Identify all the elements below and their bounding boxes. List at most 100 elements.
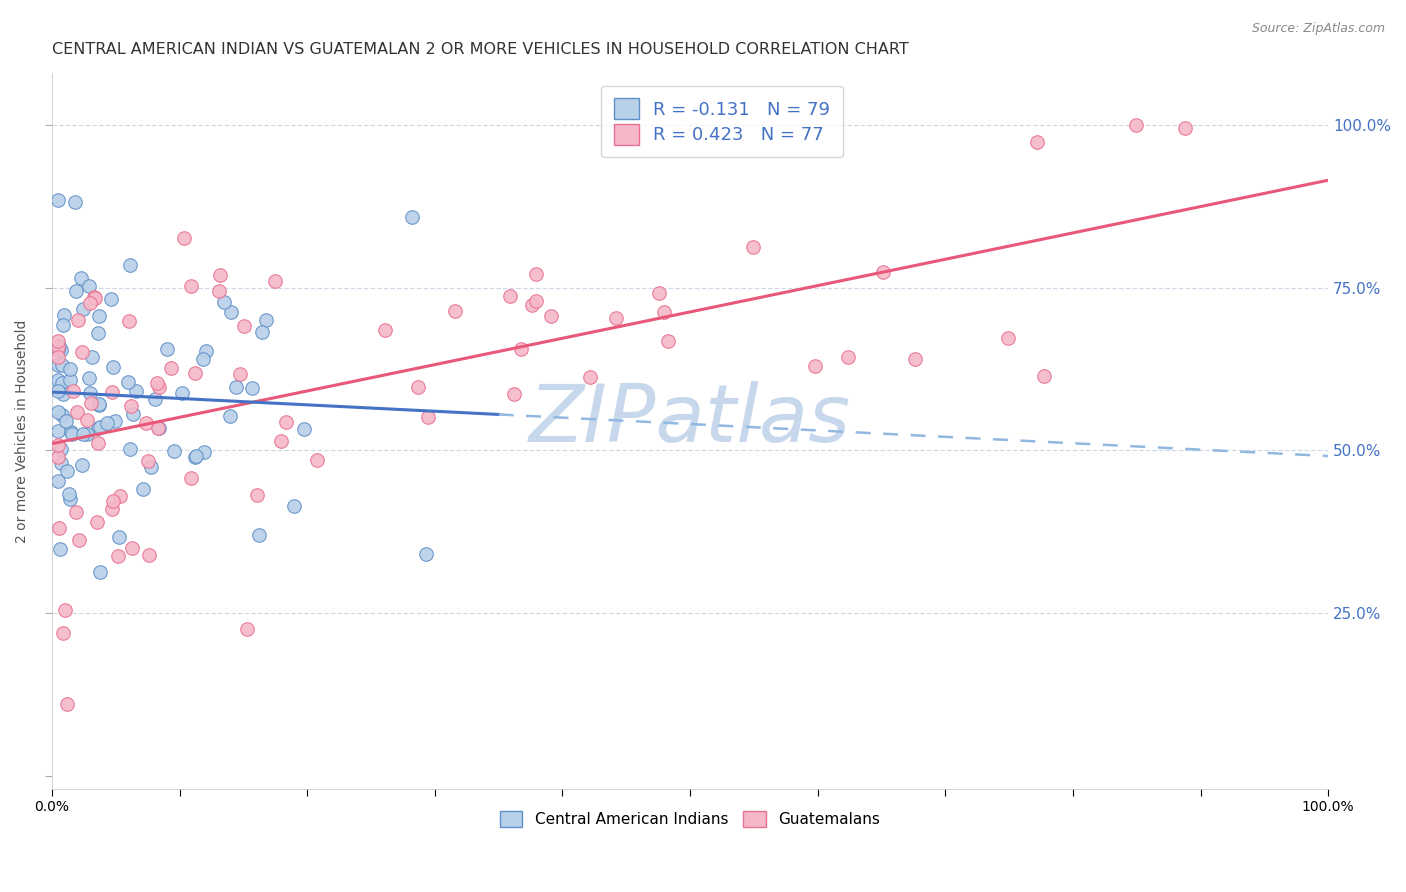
Point xyxy=(70,345,93,359)
Point xyxy=(46,438,69,452)
Point xyxy=(579,369,602,384)
Point xyxy=(416,410,439,425)
Point xyxy=(46,193,69,207)
Point xyxy=(148,421,170,435)
Point xyxy=(837,351,859,365)
Point xyxy=(240,381,263,395)
Point xyxy=(55,697,77,711)
Point xyxy=(233,319,256,334)
Point xyxy=(46,450,69,464)
Point xyxy=(46,475,69,489)
Point xyxy=(79,385,101,400)
Point xyxy=(51,408,73,422)
Point xyxy=(101,359,124,374)
Point xyxy=(83,290,105,304)
Point xyxy=(87,310,110,324)
Point xyxy=(605,310,627,325)
Point xyxy=(72,427,94,442)
Point xyxy=(49,456,72,470)
Point xyxy=(186,449,208,463)
Point xyxy=(86,516,108,530)
Point xyxy=(502,386,524,401)
Point xyxy=(229,367,252,381)
Point xyxy=(76,413,98,427)
Point xyxy=(51,358,73,372)
Point xyxy=(212,295,235,310)
Point xyxy=(406,380,429,394)
Point xyxy=(526,294,548,309)
Point xyxy=(657,334,679,348)
Point xyxy=(143,392,166,407)
Point xyxy=(246,488,269,502)
Point xyxy=(63,194,86,209)
Point xyxy=(804,359,827,373)
Point xyxy=(46,343,69,358)
Point xyxy=(51,376,73,390)
Point xyxy=(141,460,163,475)
Point xyxy=(72,301,94,316)
Point xyxy=(401,210,423,224)
Point xyxy=(76,426,98,441)
Point xyxy=(87,397,110,411)
Point xyxy=(49,343,72,357)
Point xyxy=(89,420,111,434)
Point xyxy=(52,318,75,332)
Point xyxy=(77,278,100,293)
Point xyxy=(69,271,91,285)
Point xyxy=(46,424,69,438)
Point xyxy=(219,304,242,318)
Point xyxy=(107,549,129,563)
Point xyxy=(87,326,110,341)
Point xyxy=(270,434,292,449)
Point xyxy=(53,603,76,617)
Point xyxy=(46,359,69,373)
Point xyxy=(56,464,79,478)
Point xyxy=(104,413,127,427)
Point xyxy=(59,491,82,506)
Point xyxy=(1125,118,1147,132)
Point xyxy=(180,471,202,485)
Point xyxy=(48,542,70,557)
Point xyxy=(59,425,82,439)
Point xyxy=(48,339,70,353)
Point xyxy=(443,304,465,318)
Point xyxy=(522,298,544,312)
Point xyxy=(276,415,298,429)
Point xyxy=(65,505,87,519)
Point xyxy=(58,487,80,501)
Point xyxy=(170,386,193,401)
Point xyxy=(87,436,110,450)
Point xyxy=(148,421,170,435)
Point xyxy=(180,278,202,293)
Point xyxy=(46,334,69,349)
Point xyxy=(540,309,562,323)
Point xyxy=(247,528,270,542)
Point xyxy=(87,420,110,434)
Point xyxy=(499,289,522,303)
Point xyxy=(872,265,894,279)
Point xyxy=(59,362,82,376)
Point xyxy=(208,284,231,298)
Point xyxy=(742,240,765,254)
Point xyxy=(156,343,179,357)
Point xyxy=(305,452,328,467)
Point xyxy=(997,331,1019,345)
Point xyxy=(51,442,73,456)
Point xyxy=(46,340,69,354)
Point xyxy=(117,375,139,389)
Point xyxy=(46,351,69,365)
Point xyxy=(374,323,396,337)
Point xyxy=(652,305,675,319)
Point xyxy=(184,367,207,381)
Point xyxy=(163,444,186,458)
Point xyxy=(67,533,90,548)
Text: Source: ZipAtlas.com: Source: ZipAtlas.com xyxy=(1251,22,1385,36)
Point xyxy=(46,404,69,418)
Point xyxy=(108,530,131,544)
Point xyxy=(101,384,124,399)
Point xyxy=(108,489,131,503)
Point xyxy=(219,409,242,423)
Point xyxy=(100,293,122,307)
Point xyxy=(55,414,77,428)
Point xyxy=(79,370,101,384)
